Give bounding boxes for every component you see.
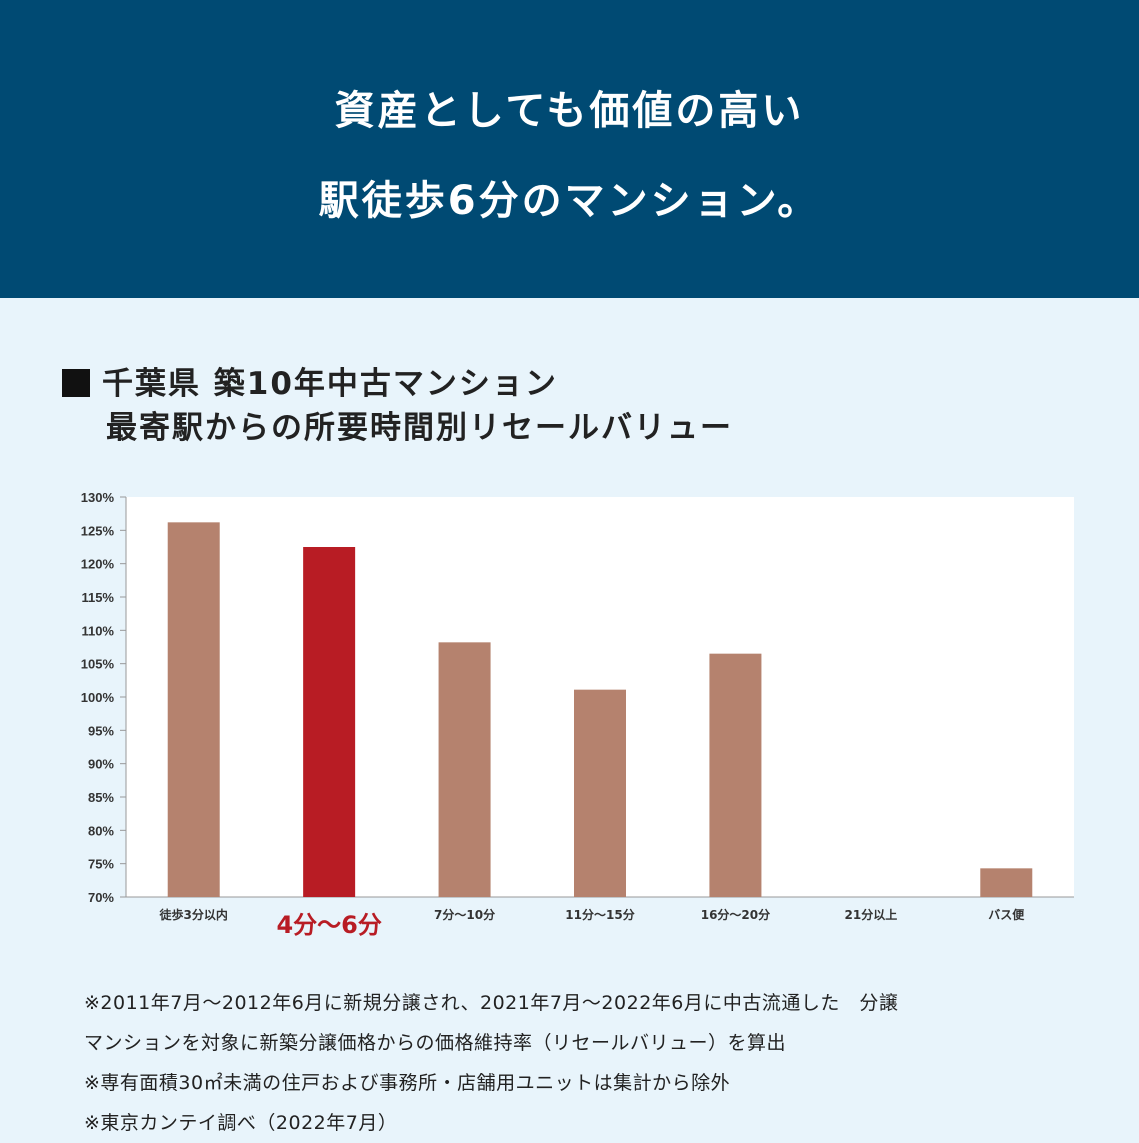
x-tick-label: 徒歩3分以内 bbox=[159, 907, 228, 922]
footnote-4: ※東京カンテイ調べ（2022年7月） bbox=[84, 1112, 398, 1134]
bar bbox=[709, 653, 762, 897]
banner-headline-line1: 資産としても価値の高い bbox=[334, 88, 805, 134]
y-tick-label: 100% bbox=[81, 690, 115, 705]
y-tick-label: 125% bbox=[81, 523, 115, 538]
chart-title-line1: 千葉県 築10年中古マンション bbox=[62, 358, 558, 403]
y-tick-label: 105% bbox=[81, 657, 115, 672]
y-tick-label: 110% bbox=[81, 623, 114, 638]
y-tick-label: 120% bbox=[81, 557, 115, 572]
chart-title-line2: 最寄駅からの所要時間別リセールバリュー bbox=[106, 410, 733, 446]
banner-headline-line2: 駅徒歩6分のマンション。 bbox=[318, 178, 821, 224]
header-banner: 資産としても価値の高い 駅徒歩6分のマンション。 bbox=[0, 0, 1139, 298]
x-tick-label: 16分～20分 bbox=[701, 907, 770, 922]
x-tick-label-highlight: 4分～6分 bbox=[276, 911, 381, 939]
x-tick-label: 11分～15分 bbox=[565, 907, 634, 922]
bar bbox=[574, 689, 626, 897]
x-tick-label: 21分以上 bbox=[845, 907, 898, 922]
y-tick-label: 95% bbox=[88, 723, 114, 738]
footnote-3: ※専有面積30㎡未満の住戸および事務所・店舗用ユニットは集計から除外 bbox=[84, 1072, 731, 1094]
y-tick-label: 80% bbox=[88, 823, 114, 838]
title-bullet-square bbox=[62, 369, 90, 397]
bar-highlight bbox=[303, 547, 356, 897]
y-tick-label: 70% bbox=[88, 890, 114, 905]
bar bbox=[167, 522, 220, 897]
resale-value-bar-chart: 130% 125% 120% 115% 110% 105% 100% 95% 90% 85% 80%… bbox=[81, 490, 1074, 939]
footnote-2: マンションを対象に新築分譲価格からの価格維持率（リセールバリュー）を算出 bbox=[84, 1032, 787, 1054]
footnote-1: ※2011年7月～2012年6月に新規分譲され、2021年7月～2022年6月に… bbox=[84, 992, 899, 1014]
y-tick-label: 115% bbox=[81, 590, 114, 605]
y-tick-label: 90% bbox=[88, 757, 114, 772]
y-tick-label: 85% bbox=[88, 790, 114, 805]
chart-title-text1: 千葉県 築10年中古マンション bbox=[102, 366, 558, 402]
y-tick-label: 130% bbox=[81, 490, 115, 505]
y-tick-label: 75% bbox=[88, 857, 114, 872]
bar bbox=[438, 642, 491, 897]
x-tick-label: 7分～10分 bbox=[434, 907, 495, 922]
bar bbox=[980, 868, 1033, 897]
x-tick-label: バス便 bbox=[988, 907, 1025, 922]
